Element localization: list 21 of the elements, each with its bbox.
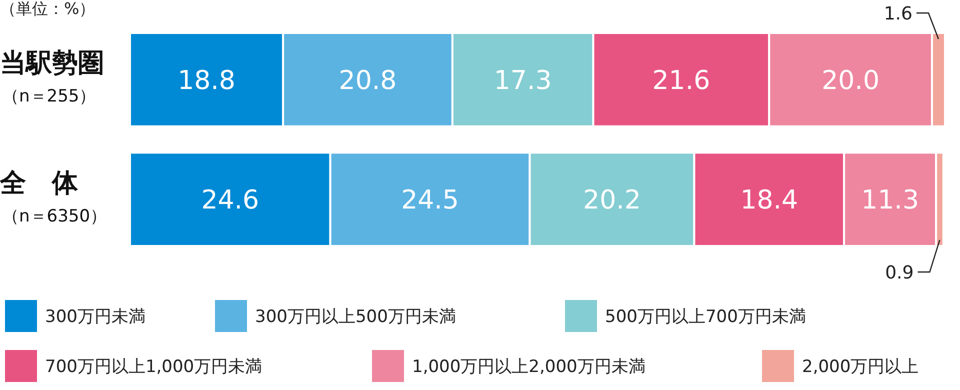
legend-label: 2,000万円以上 — [802, 356, 919, 377]
legend-label: 500万円以上700万円未満 — [605, 306, 806, 327]
data-label: 20.8 — [338, 66, 397, 96]
data-label: 21.6 — [652, 66, 710, 96]
data-label: 0.9 — [885, 262, 914, 284]
legend-label: 300万円未満 — [45, 306, 146, 327]
data-label: 24.6 — [201, 185, 260, 216]
data-label: 20.2 — [583, 185, 641, 216]
data-label: 17.3 — [494, 66, 552, 96]
legend-label: 700万円以上1,000万円未満 — [45, 356, 262, 377]
y-tick-label: 全 体（n＝6350） — [0, 168, 108, 226]
data-label: 1.6 — [884, 3, 912, 24]
text: （単位：%） — [0, 0, 96, 18]
legend-label: 1,000万円以上2,000万円未満 — [412, 356, 646, 377]
legend-label: 300万円以上500万円未満 — [255, 306, 456, 327]
data-label: 11.3 — [861, 185, 919, 216]
y-tick-label: 当駅勢圏（n＝255） — [0, 48, 104, 107]
data-label: 24.5 — [401, 185, 459, 216]
data-label: 20.0 — [822, 66, 880, 96]
data-label: 18.8 — [178, 66, 236, 96]
data-label: 18.4 — [740, 185, 798, 216]
